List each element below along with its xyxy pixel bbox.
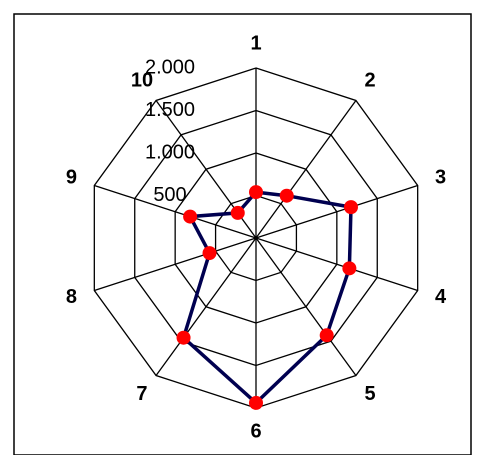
- marker: [202, 246, 217, 261]
- spoke: [255, 100, 357, 239]
- marker: [230, 205, 245, 220]
- spoke: [255, 237, 418, 292]
- axis-label: 5: [364, 383, 375, 405]
- marker: [249, 395, 263, 410]
- marker: [342, 261, 357, 276]
- marker: [249, 185, 263, 200]
- marker: [183, 209, 198, 224]
- marker: [279, 188, 294, 203]
- spoke: [155, 237, 257, 376]
- axis-label: 6: [250, 420, 261, 442]
- marker: [319, 328, 334, 343]
- r-tick-label: 500: [153, 184, 186, 206]
- marker: [343, 200, 358, 215]
- r-tick-label: 1.000: [145, 141, 195, 163]
- axis-label: 3: [435, 166, 446, 188]
- spoke: [255, 184, 418, 239]
- spoke: [255, 237, 357, 376]
- axis-label: 8: [66, 286, 77, 308]
- axis-label: 10: [131, 69, 153, 91]
- r-tick-label: 2.000: [145, 56, 195, 78]
- frame: [13, 13, 472, 455]
- axis-label: 9: [66, 166, 77, 188]
- axis-label: 1: [250, 32, 261, 54]
- axis-label: 7: [136, 383, 147, 405]
- spoke: [94, 184, 257, 239]
- spoke: [94, 237, 257, 292]
- axis-label: 2: [364, 69, 375, 91]
- axis-label: 4: [435, 286, 447, 308]
- r-tick-label: 1.500: [145, 99, 195, 121]
- marker: [176, 330, 191, 345]
